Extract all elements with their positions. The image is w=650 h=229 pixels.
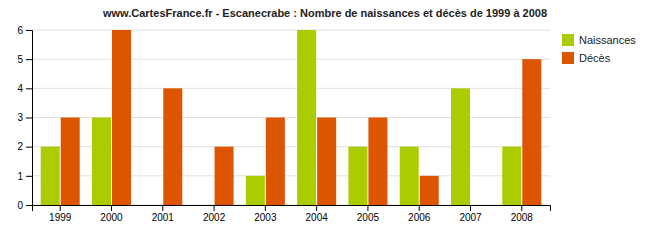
bar: [297, 30, 316, 205]
bar-series: [61, 30, 542, 205]
tick-label: 1999: [49, 212, 72, 223]
tick-label: 2007: [459, 212, 482, 223]
grid-line: [32, 88, 550, 89]
bar: [471, 205, 490, 206]
tick-mark: [111, 205, 112, 211]
tick-label: 3: [17, 112, 23, 123]
tick-mark: [26, 118, 32, 119]
bar: [400, 147, 419, 205]
bar: [266, 118, 285, 206]
axis-line: [33, 206, 551, 212]
tick-label: 2: [17, 141, 23, 152]
bar: [41, 147, 60, 205]
tick: 2008: [511, 205, 534, 223]
bar: [215, 147, 234, 205]
title: www.CartesFrance.fr - Escanecrabe : Nomb…: [102, 7, 547, 19]
tick: 2005: [357, 205, 380, 223]
tick-mark: [265, 205, 266, 211]
tick-label: 2002: [203, 212, 226, 223]
tick-label: 5: [17, 54, 23, 65]
tick-label: 4: [17, 83, 23, 94]
tick-label: 6: [17, 25, 23, 36]
tick-label: 2003: [254, 212, 277, 223]
tick: 3: [17, 112, 32, 123]
tick-label: 2005: [357, 212, 380, 223]
grid: [32, 30, 550, 205]
tick-label: 2006: [408, 212, 431, 223]
tick: 4: [17, 83, 32, 94]
axis-line: [26, 31, 33, 206]
bar: [420, 176, 439, 205]
plot: 0 1 2 3 4 5 6 1999 2000 2001 2002 2003 2004 2005 2006 2…: [17, 25, 550, 223]
tick: 2006: [408, 205, 431, 223]
tick-label: 2008: [511, 212, 534, 223]
tick-label: 1: [17, 171, 23, 182]
tick-mark: [26, 205, 32, 206]
legend-swatch: [562, 52, 574, 64]
legend: Naissances Décès: [562, 34, 636, 64]
bar: [61, 118, 80, 206]
tick: 2: [17, 141, 32, 152]
bar: [368, 118, 387, 206]
tick-mark: [214, 205, 215, 211]
legend-item: Naissances: [562, 34, 636, 46]
tick-label: 2001: [152, 212, 175, 223]
tick-mark: [367, 205, 368, 211]
tick: 2003: [254, 205, 277, 223]
tick-mark: [521, 205, 522, 211]
tick: 2004: [306, 205, 329, 223]
tick-mark: [26, 59, 32, 60]
tick-mark: [470, 205, 471, 211]
bar-series: [41, 30, 522, 205]
tick-label: 0: [17, 200, 23, 211]
bar: [317, 118, 336, 206]
legend-label: Décès: [579, 52, 611, 64]
tick: 5: [17, 54, 32, 65]
tick-mark: [26, 30, 32, 31]
tick-mark: [316, 205, 317, 211]
legend-item: Décès: [562, 52, 611, 64]
legend-swatch: [562, 34, 574, 46]
grid-line: [32, 30, 550, 31]
tick-mark: [26, 147, 32, 148]
tick: 6: [17, 25, 32, 36]
bars: [41, 30, 542, 205]
tick: 0: [17, 200, 32, 211]
tick: 1: [17, 171, 32, 182]
x-axis: 1999 2000 2001 2002 2003 2004 2005 2006 2007 2008: [33, 205, 551, 223]
tick-mark: [60, 205, 61, 211]
bar: [143, 205, 162, 206]
tick-label: 2004: [306, 212, 329, 223]
bar: [112, 30, 131, 205]
y-axis: 0 1 2 3 4 5 6: [17, 25, 32, 211]
grid-line: [32, 59, 550, 60]
bar: [92, 118, 111, 206]
tick: 2002: [203, 205, 226, 223]
tick: 2001: [152, 205, 175, 223]
bar: [163, 88, 182, 205]
bar: [502, 147, 521, 205]
chart: www.CartesFrance.fr - Escanecrabe : Nomb…: [0, 0, 650, 229]
tick-mark: [162, 205, 163, 211]
bar: [195, 205, 214, 206]
tick: 2007: [459, 205, 482, 223]
bar: [522, 59, 541, 205]
bar: [451, 88, 470, 205]
tick-mark: [419, 205, 420, 211]
tick-label: 2000: [100, 212, 123, 223]
tick-mark: [26, 88, 32, 89]
legend-label: Naissances: [579, 34, 636, 46]
bar: [246, 176, 265, 205]
tick-mark: [26, 176, 32, 177]
tick: 1999: [49, 205, 72, 223]
bar: [348, 147, 367, 205]
tick: 2000: [100, 205, 123, 223]
